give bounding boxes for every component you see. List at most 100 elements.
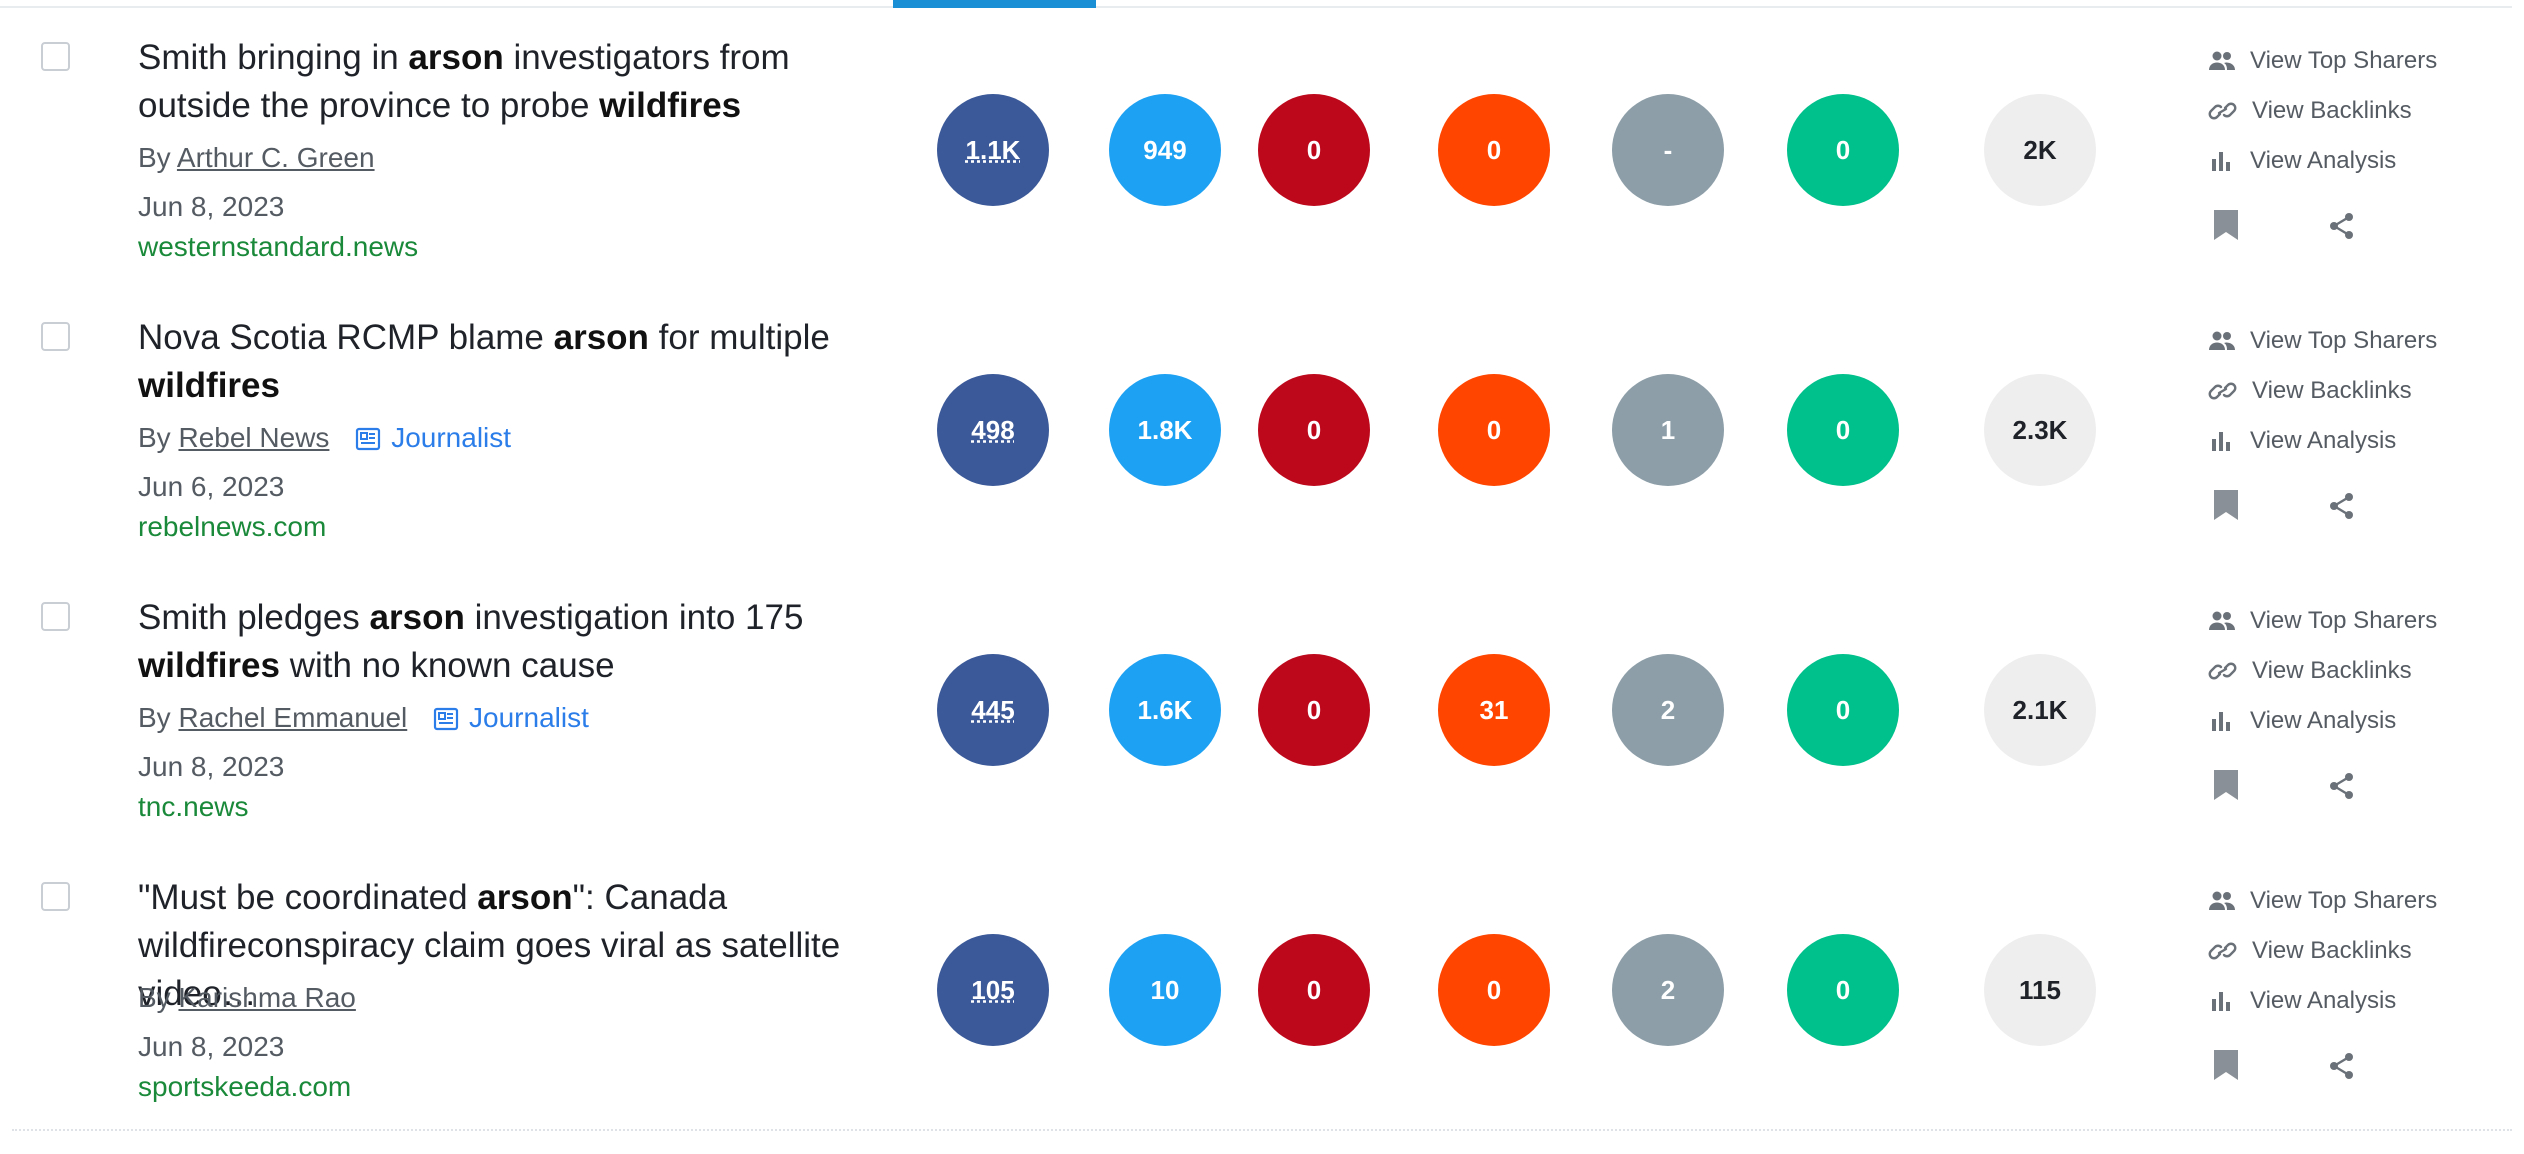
link-icon xyxy=(2208,662,2237,680)
author-link[interactable]: Rachel Emmanuel xyxy=(178,702,408,733)
article-title[interactable]: Smith pledges arson investigation into 1… xyxy=(138,594,858,690)
row-icon-actions xyxy=(2212,488,2372,528)
view-analysis-link[interactable]: View Analysis xyxy=(2208,416,2437,466)
author-link[interactable]: Karishma Rao xyxy=(178,982,356,1013)
title-line-2: wildfireconspiracy claim goes viral as s… xyxy=(138,922,858,1018)
share-icon[interactable] xyxy=(2328,212,2356,240)
pinterest-count: 0 xyxy=(1306,134,1322,165)
title-keyword: wildfires xyxy=(599,86,742,125)
bookmark-icon[interactable] xyxy=(2212,768,2240,802)
people-icon xyxy=(2209,331,2235,350)
title-text: investigators from xyxy=(503,38,790,77)
select-checkbox[interactable] xyxy=(41,882,70,911)
facebook-count: 105 xyxy=(971,974,1015,1005)
evergreen-score: 2 xyxy=(1612,934,1724,1046)
title-keyword: arson xyxy=(408,38,504,77)
row-icon-actions xyxy=(2212,768,2372,808)
total-count: 2.3K xyxy=(2012,414,2068,445)
by-prefix: By xyxy=(138,982,171,1013)
view-backlinks-link[interactable]: View Backlinks xyxy=(2208,926,2437,976)
article-title[interactable]: Smith bringing in arson investigators fr… xyxy=(138,34,858,130)
view-top-sharers-link[interactable]: View Top Sharers xyxy=(2208,596,2437,646)
people-icon xyxy=(2209,611,2235,630)
publish-date: Jun 8, 2023 xyxy=(138,751,285,782)
pinterest-shares: 0 xyxy=(1258,654,1370,766)
publish-date: Jun 6, 2023 xyxy=(138,471,285,502)
article-domain[interactable]: sportskeeda.com xyxy=(138,1071,352,1102)
pinterest-count: 0 xyxy=(1306,414,1322,445)
title-keyword: arson xyxy=(369,598,465,637)
view-top-sharers-label: View Top Sharers xyxy=(2250,607,2438,634)
twitter-shares: 1.8K xyxy=(1109,374,1221,486)
title-line-1: "Must be coordinated arson": Canada xyxy=(138,874,858,922)
by-prefix: By xyxy=(138,702,171,733)
twitter-shares: 10 xyxy=(1109,934,1221,1046)
author-link[interactable]: Rebel News xyxy=(178,422,330,453)
facebook-engagement[interactable]: 445 xyxy=(937,654,1049,766)
article-title[interactable]: "Must be coordinated arson": Canada wild… xyxy=(138,874,858,1018)
view-analysis-link[interactable]: View Analysis xyxy=(2208,976,2437,1026)
row-actions: View Top Sharers View Backlinks View Ana… xyxy=(2208,596,2437,746)
article-domain[interactable]: westernstandard.news xyxy=(138,231,419,262)
reddit-count: 31 xyxy=(1479,694,1509,725)
evergreen-score: 2 xyxy=(1612,654,1724,766)
pinterest-count: 0 xyxy=(1306,694,1322,725)
facebook-engagement[interactable]: 105 xyxy=(937,934,1049,1046)
share-icon[interactable] xyxy=(2328,772,2356,800)
bookmark-icon[interactable] xyxy=(2212,488,2240,522)
title-keyword: wildfires xyxy=(138,366,280,405)
view-top-sharers-link[interactable]: View Top Sharers xyxy=(2208,316,2437,366)
title-keyword: arson xyxy=(553,318,649,357)
select-checkbox[interactable] xyxy=(41,322,70,351)
evergreen-count: 2 xyxy=(1660,974,1676,1005)
article-title[interactable]: Nova Scotia RCMP blame arson for multipl… xyxy=(138,314,858,410)
title-text: Smith pledges xyxy=(138,598,370,637)
journalist-label: Journalist xyxy=(469,702,589,733)
links-count-badge: 0 xyxy=(1787,94,1899,206)
select-checkbox[interactable] xyxy=(41,42,70,71)
title-line-2: wildfires with no known cause xyxy=(138,642,858,690)
header-divider xyxy=(0,6,2512,8)
author-link[interactable]: Arthur C. Green xyxy=(176,142,375,173)
byline: By Arthur C. Green xyxy=(138,138,375,178)
share-icon[interactable] xyxy=(2328,492,2356,520)
share-icon[interactable] xyxy=(2328,1052,2356,1080)
twitter-count: 1.8K xyxy=(1137,414,1193,445)
journalist-badge[interactable]: Journalist xyxy=(337,422,511,453)
article-domain[interactable]: rebelnews.com xyxy=(138,511,327,542)
view-analysis-label: View Analysis xyxy=(2250,427,2397,454)
facebook-engagement[interactable]: 1.1K xyxy=(937,94,1049,206)
title-text: investigation into 175 xyxy=(464,598,804,637)
twitter-count: 1.6K xyxy=(1137,694,1193,725)
view-top-sharers-link[interactable]: View Top Sharers xyxy=(2208,876,2437,926)
newspaper-icon xyxy=(433,707,459,731)
byline: By Rebel News Journalist xyxy=(138,418,511,458)
view-analysis-link[interactable]: View Analysis xyxy=(2208,136,2437,186)
view-top-sharers-label: View Top Sharers xyxy=(2250,47,2438,74)
publish-date: Jun 8, 2023 xyxy=(138,1031,285,1062)
view-top-sharers-label: View Top Sharers xyxy=(2250,887,2438,914)
article-row: Smith bringing in arson investigators fr… xyxy=(12,8,2512,291)
view-backlinks-link[interactable]: View Backlinks xyxy=(2208,86,2437,136)
view-backlinks-link[interactable]: View Backlinks xyxy=(2208,366,2437,416)
select-checkbox[interactable] xyxy=(41,602,70,631)
bookmark-icon[interactable] xyxy=(2212,208,2240,242)
bar-chart-icon xyxy=(2212,992,2230,1011)
journalist-badge[interactable]: Journalist xyxy=(415,702,589,733)
view-backlinks-label: View Backlinks xyxy=(2252,97,2412,124)
view-backlinks-link[interactable]: View Backlinks xyxy=(2208,646,2437,696)
total-engagement: 2.3K xyxy=(1984,374,2096,486)
evergreen-score: 1 xyxy=(1612,374,1724,486)
pinterest-shares: 0 xyxy=(1258,374,1370,486)
view-analysis-label: View Analysis xyxy=(2250,987,2397,1014)
title-keyword: arson xyxy=(477,878,573,917)
total-count: 2.1K xyxy=(2012,694,2068,725)
bookmark-icon[interactable] xyxy=(2212,1048,2240,1082)
facebook-count: 1.1K xyxy=(965,134,1021,165)
title-line-1: Smith bringing in arson investigators fr… xyxy=(138,34,858,82)
view-top-sharers-link[interactable]: View Top Sharers xyxy=(2208,36,2437,86)
title-line-2: wildfires xyxy=(138,362,858,410)
article-domain[interactable]: tnc.news xyxy=(138,791,249,822)
view-analysis-link[interactable]: View Analysis xyxy=(2208,696,2437,746)
facebook-engagement[interactable]: 498 xyxy=(937,374,1049,486)
